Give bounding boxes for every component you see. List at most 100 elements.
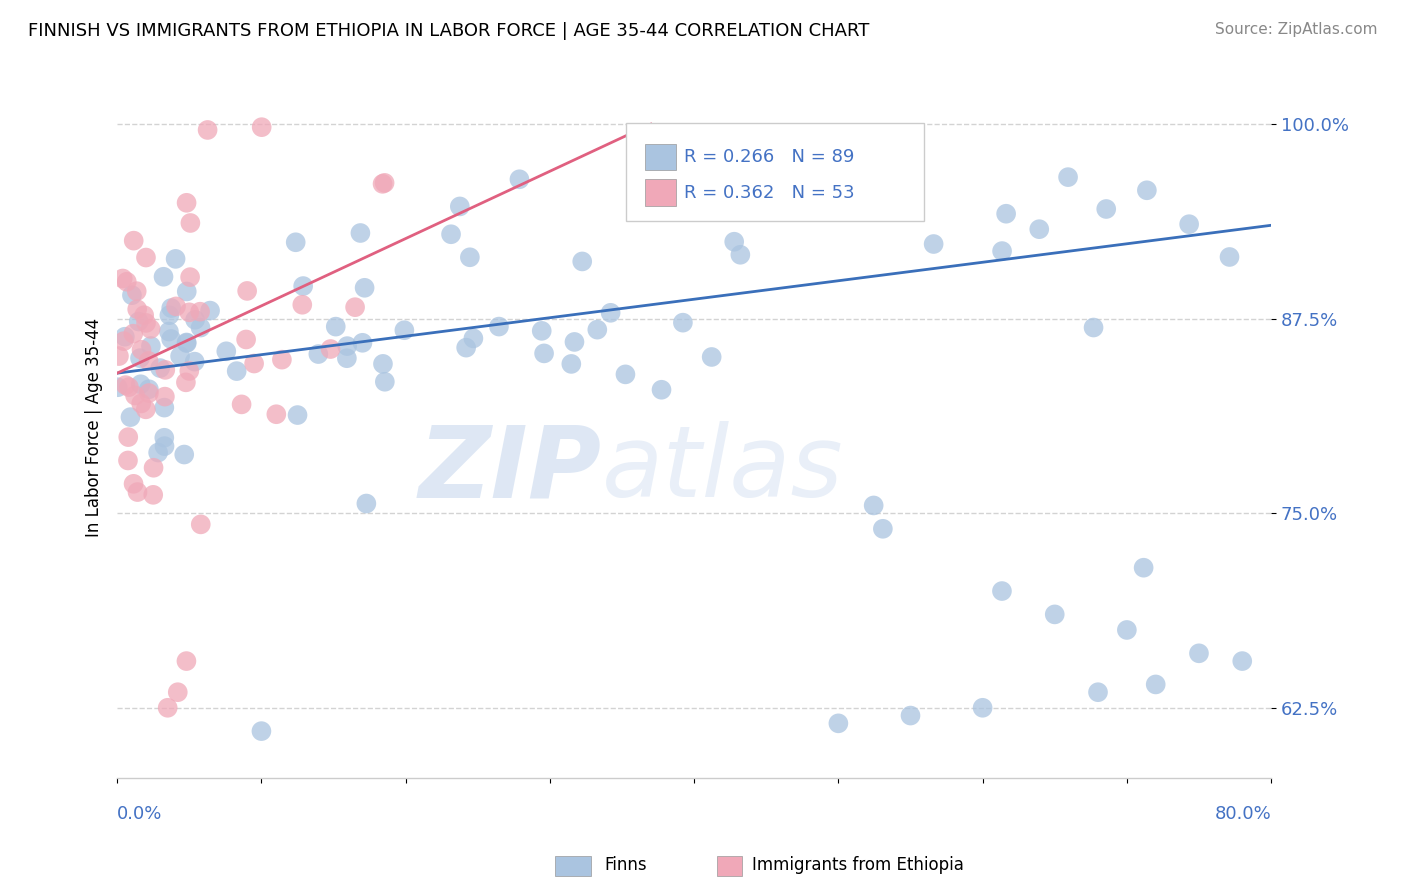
Point xyxy=(650,383,672,397)
Point xyxy=(125,284,148,298)
Point xyxy=(122,234,145,248)
Point xyxy=(215,344,238,359)
Point xyxy=(458,250,481,264)
Text: ZIP: ZIP xyxy=(419,421,602,518)
Point xyxy=(730,248,752,262)
Point xyxy=(128,314,150,328)
Point xyxy=(284,235,307,250)
Point xyxy=(1095,202,1118,216)
Point xyxy=(243,357,266,371)
Point xyxy=(149,361,172,376)
Point xyxy=(225,364,247,378)
Point xyxy=(129,396,152,410)
Point xyxy=(166,685,188,699)
Point xyxy=(995,207,1018,221)
Text: Finns: Finns xyxy=(605,856,647,874)
Point xyxy=(153,401,176,415)
Point xyxy=(184,312,207,326)
Point xyxy=(138,386,160,401)
Point xyxy=(118,380,141,394)
Point xyxy=(157,308,180,322)
Point xyxy=(353,281,375,295)
Text: 80.0%: 80.0% xyxy=(1215,805,1271,823)
Point xyxy=(1028,222,1050,236)
Point xyxy=(1188,646,1211,660)
Text: R = 0.266   N = 89: R = 0.266 N = 89 xyxy=(685,148,855,166)
Point xyxy=(1132,560,1154,574)
Point xyxy=(135,402,157,417)
Point xyxy=(139,339,162,353)
Point xyxy=(129,351,152,366)
Point xyxy=(183,354,205,368)
Point xyxy=(291,298,314,312)
Point xyxy=(231,397,253,411)
Point xyxy=(872,522,894,536)
Point xyxy=(190,517,212,532)
Point xyxy=(991,244,1014,258)
Point xyxy=(153,431,176,445)
Point xyxy=(344,300,367,314)
Point xyxy=(176,195,198,210)
Point xyxy=(160,332,183,346)
Point xyxy=(197,123,219,137)
Point xyxy=(292,279,315,293)
Point xyxy=(1043,607,1066,622)
Point xyxy=(153,390,176,404)
Point xyxy=(250,120,273,135)
Point xyxy=(1136,183,1159,197)
Point xyxy=(440,227,463,242)
Point xyxy=(124,388,146,402)
Point xyxy=(336,339,359,353)
Point xyxy=(129,377,152,392)
Point xyxy=(307,347,329,361)
Point xyxy=(139,322,162,336)
Point xyxy=(352,335,374,350)
Text: Immigrants from Ethiopia: Immigrants from Ethiopia xyxy=(752,856,965,874)
Point xyxy=(176,335,198,350)
Point xyxy=(394,323,416,337)
Text: FINNISH VS IMMIGRANTS FROM ETHIOPIA IN LABOR FORCE | AGE 35-44 CORRELATION CHART: FINNISH VS IMMIGRANTS FROM ETHIOPIA IN L… xyxy=(28,22,869,40)
Point xyxy=(179,270,201,285)
Point xyxy=(374,176,396,190)
Point xyxy=(1087,685,1109,699)
Point xyxy=(287,408,309,422)
Point xyxy=(138,354,160,368)
Point xyxy=(900,708,922,723)
Point xyxy=(1218,250,1240,264)
Text: Source: ZipAtlas.com: Source: ZipAtlas.com xyxy=(1215,22,1378,37)
Point xyxy=(142,488,165,502)
Point xyxy=(374,375,396,389)
Point xyxy=(1083,320,1105,334)
Point xyxy=(349,226,371,240)
Point xyxy=(120,410,142,425)
Point xyxy=(121,288,143,302)
Point xyxy=(236,284,259,298)
Point xyxy=(146,445,169,459)
Point xyxy=(169,349,191,363)
Point xyxy=(371,357,394,371)
Point xyxy=(174,376,197,390)
Point xyxy=(508,172,530,186)
Point xyxy=(371,177,394,191)
Text: R = 0.362   N = 53: R = 0.362 N = 53 xyxy=(685,184,855,202)
Point xyxy=(530,324,553,338)
Text: 0.0%: 0.0% xyxy=(117,805,163,823)
Point xyxy=(356,496,378,510)
Point xyxy=(111,271,134,285)
Point xyxy=(463,331,485,345)
Point xyxy=(152,269,174,284)
Point xyxy=(723,235,745,249)
Point xyxy=(564,334,586,349)
Point xyxy=(117,430,139,444)
Point xyxy=(991,584,1014,599)
Point xyxy=(138,382,160,396)
Point xyxy=(179,305,201,319)
Point xyxy=(117,453,139,467)
Point xyxy=(176,654,198,668)
Point xyxy=(1057,170,1080,185)
Point xyxy=(198,303,221,318)
Point xyxy=(176,336,198,351)
Point xyxy=(488,319,510,334)
Point xyxy=(586,323,609,337)
Y-axis label: In Labor Force | Age 35-44: In Labor Force | Age 35-44 xyxy=(86,318,103,537)
